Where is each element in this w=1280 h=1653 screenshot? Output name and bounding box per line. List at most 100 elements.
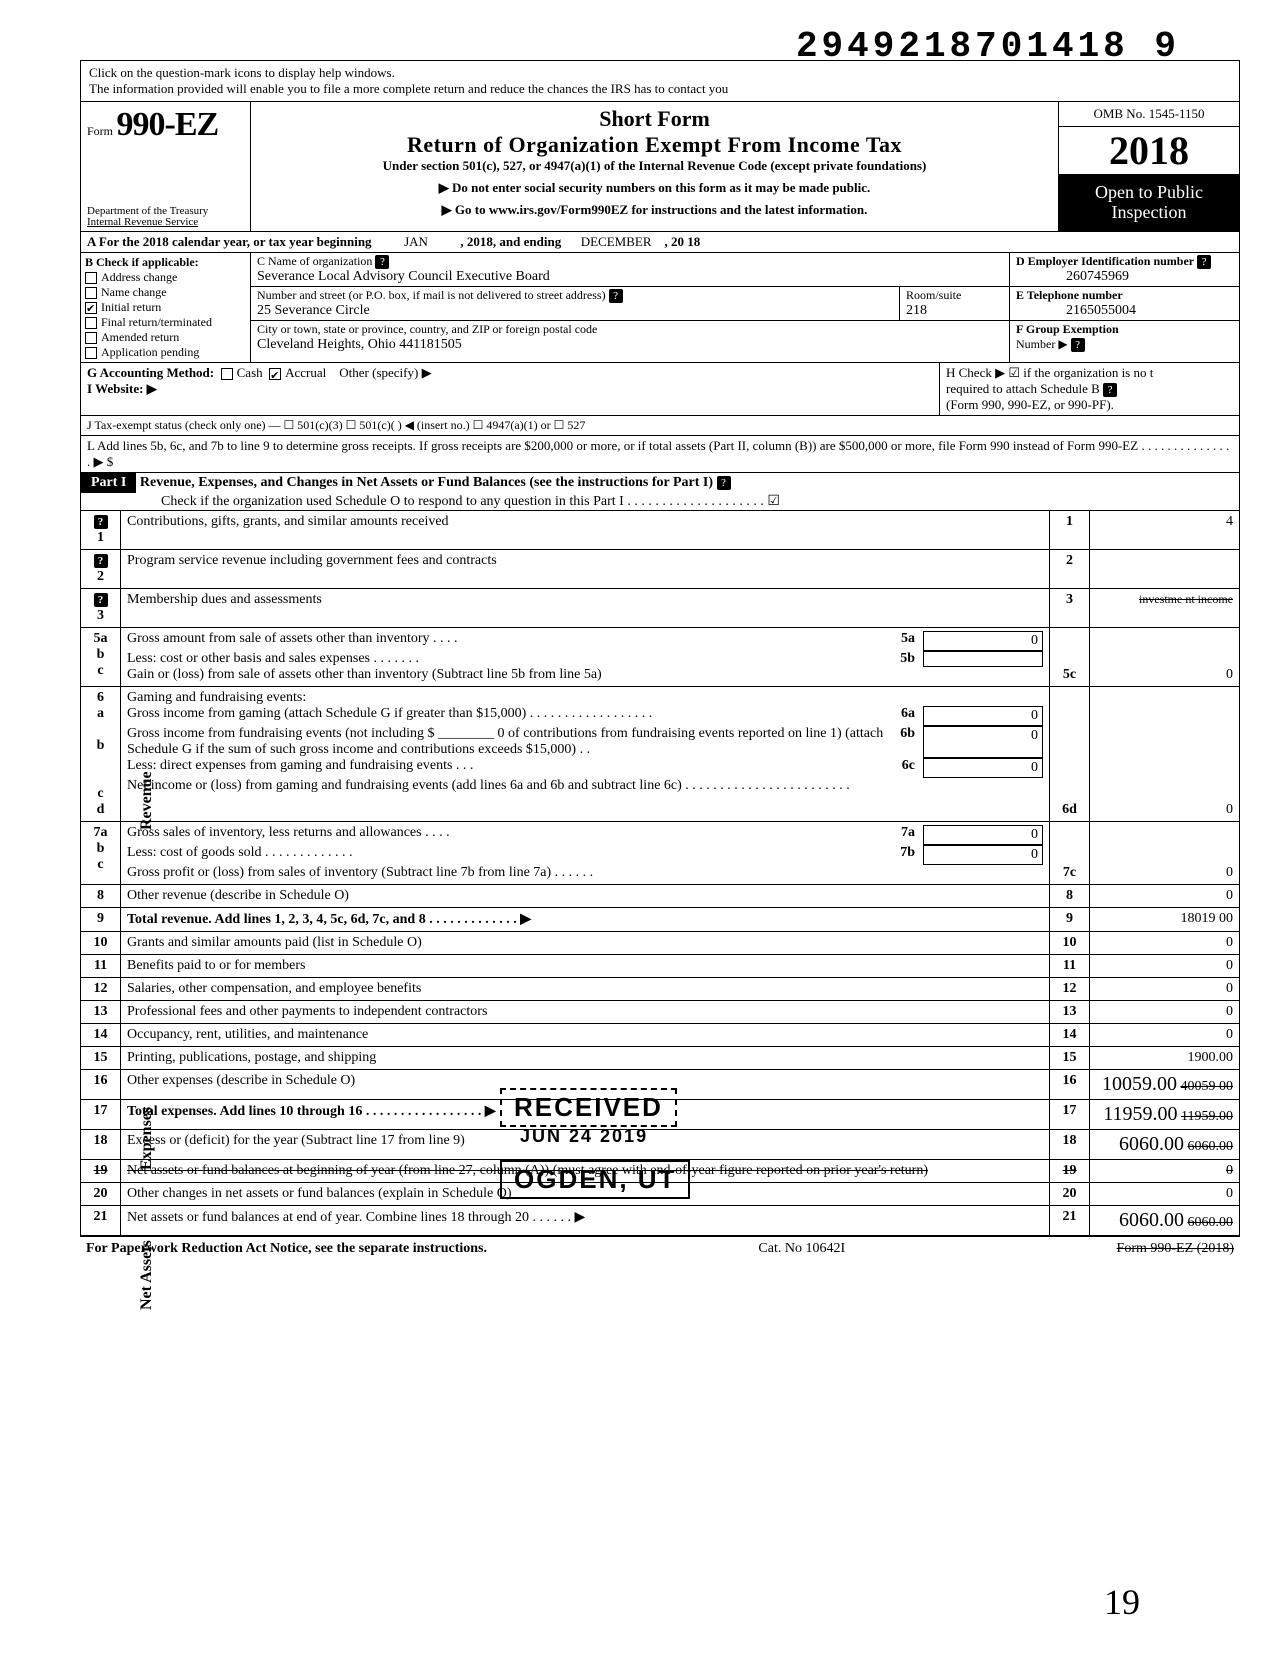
- org-name: Severance Local Advisory Council Executi…: [257, 269, 550, 284]
- line10-amt: 0: [1090, 931, 1240, 954]
- line20-amt: 0: [1090, 1182, 1240, 1205]
- footer-mid: Cat. No 10642I: [758, 1241, 845, 1257]
- line7b-amt: 0: [923, 845, 1043, 865]
- cb-final-return[interactable]: [85, 317, 97, 329]
- line6a-amt: 0: [923, 706, 1043, 726]
- hcheck-line1: H Check ▶ ☑ if the organization is no: [946, 365, 1146, 380]
- help-icon[interactable]: ?: [94, 515, 108, 529]
- line12-amt: 0: [1090, 977, 1240, 1000]
- check-if-column: B Check if applicable: Address change Na…: [81, 253, 251, 362]
- form-title: Return of Organization Exempt From Incom…: [261, 132, 1048, 158]
- line6c-amt: 0: [923, 758, 1043, 778]
- form-number: 990-EZ: [117, 106, 219, 143]
- website-label: I Website: ▶: [87, 381, 157, 396]
- cb-label-0: Address change: [101, 270, 177, 284]
- line12-key: 12: [1050, 977, 1090, 1000]
- acct-label: G Accounting Method:: [87, 365, 214, 380]
- hcheck-line2: required to attach Schedule B: [946, 381, 1100, 396]
- j-tax-status: J Tax-exempt status (check only one) — ☐…: [87, 418, 585, 432]
- omb-number: OMB No. 1545-1150: [1059, 102, 1239, 127]
- room: 218: [906, 303, 927, 318]
- line16-key: 16: [1050, 1069, 1090, 1099]
- dept-irs: Internal Revenue Service: [87, 217, 208, 229]
- line7-block: Gross sales of inventory, less returns a…: [121, 821, 1050, 884]
- tel-label: E Telephone number: [1016, 288, 1123, 302]
- line2-text: Program service revenue including govern…: [121, 549, 1050, 588]
- line2-amt: [1090, 549, 1240, 588]
- check-if-label: B Check if applicable:: [85, 255, 246, 270]
- line5a-text: Gross amount from sale of assets other t…: [127, 631, 901, 651]
- line21-key: 21: [1050, 1205, 1090, 1235]
- cal-endyr: , 20 18: [665, 234, 701, 249]
- part1-label: Part I: [81, 473, 136, 493]
- line17-key: 17: [1050, 1099, 1090, 1129]
- help-line2: The information provided will enable you…: [89, 81, 1231, 97]
- line5b-text: Less: cost or other basis and sales expe…: [127, 651, 900, 667]
- revenue-side-label: Revenue: [138, 771, 156, 830]
- help-icon[interactable]: ?: [375, 255, 389, 269]
- cb-accrual[interactable]: [269, 368, 281, 380]
- line6c-text: Less: direct expenses from gaming and fu…: [127, 758, 902, 778]
- received-stamp: RECEIVED: [500, 1088, 677, 1127]
- help-icon[interactable]: ?: [717, 476, 731, 490]
- help-icon[interactable]: ?: [94, 554, 108, 568]
- line1-text: Contributions, gifts, grants, and simila…: [121, 511, 1050, 550]
- acct-accrual: Accrual: [285, 365, 326, 380]
- cb-initial-return[interactable]: [85, 302, 97, 314]
- city: Cleveland Heights, Ohio 441181505: [257, 337, 462, 352]
- cb-app-pending[interactable]: [85, 347, 97, 359]
- help-icon[interactable]: ?: [1103, 383, 1117, 397]
- line5-block: Gross amount from sale of assets other t…: [121, 627, 1050, 686]
- line9-text: Total revenue. Add lines 1, 2, 3, 4, 5c,…: [121, 907, 1050, 931]
- line19-amt: 0: [1090, 1159, 1240, 1182]
- line18-amt: 6060.00 6060.00: [1090, 1129, 1240, 1159]
- line13-text: Professional fees and other payments to …: [121, 1000, 1050, 1023]
- cal-mid: , 2018, and ending: [460, 234, 561, 249]
- open-public-badge: Open to Public Inspection: [1059, 175, 1239, 231]
- grpex-label2: Number ▶: [1016, 337, 1068, 351]
- tel-value: 2165055004: [1016, 303, 1136, 318]
- room-label: Room/suite: [906, 288, 961, 302]
- line6d-amt: 0: [1090, 686, 1240, 821]
- line7a-text: Gross sales of inventory, less returns a…: [127, 825, 901, 845]
- received-date: JUN 24 2019: [520, 1126, 648, 1147]
- help-icon[interactable]: ?: [609, 289, 623, 303]
- cb-address-change[interactable]: [85, 272, 97, 284]
- line15-key: 15: [1050, 1046, 1090, 1069]
- netassets-side-label: Net Assets: [138, 1240, 156, 1310]
- ssn-notice: ▶ Do not enter social security numbers o…: [261, 180, 1048, 196]
- cb-name-change[interactable]: [85, 287, 97, 299]
- line7c-key: 7c: [1050, 821, 1090, 884]
- cb-cash[interactable]: [221, 368, 233, 380]
- tax-year: 2018: [1059, 127, 1239, 175]
- help-icon[interactable]: ?: [94, 593, 108, 607]
- line6-text: Gaming and fundraising events:: [127, 690, 1043, 706]
- document-number: 2949218701418 9: [796, 26, 1180, 67]
- city-label: City or town, state or province, country…: [257, 322, 597, 336]
- line11-amt: 0: [1090, 954, 1240, 977]
- help-icon[interactable]: ?: [1071, 338, 1085, 352]
- line7b-key: 7b: [900, 845, 915, 865]
- line6c-key: 6c: [902, 758, 915, 778]
- line5a-amt: 0: [923, 631, 1043, 651]
- acct-other: Other (specify) ▶: [339, 365, 431, 380]
- short-form-label: Short Form: [261, 106, 1048, 132]
- line16-amt: 10059.00 40059 00: [1090, 1069, 1240, 1099]
- line14-key: 14: [1050, 1023, 1090, 1046]
- line6b-amt: 0: [923, 726, 1043, 758]
- l-line: L Add lines 5b, 6c, and 7b to line 9 to …: [81, 436, 1239, 472]
- line12-text: Salaries, other compensation, and employ…: [121, 977, 1050, 1000]
- cb-label-3: Final return/terminated: [101, 315, 212, 329]
- line2-key: 2: [1050, 549, 1090, 588]
- line7c-text: Gross profit or (loss) from sales of inv…: [127, 865, 1043, 881]
- goto-link: ▶ Go to www.irs.gov/Form990EZ for instru…: [261, 202, 1048, 218]
- ein-label: D Employer Identification number: [1016, 254, 1194, 268]
- cb-amended[interactable]: [85, 332, 97, 344]
- line9-key: 9: [1050, 907, 1090, 931]
- line15-amt: 1900.00: [1090, 1046, 1240, 1069]
- line7b-text: Less: cost of goods sold . . . . . . . .…: [127, 845, 900, 865]
- help-icon[interactable]: ?: [1197, 255, 1211, 269]
- line6b-key: 6b: [900, 726, 915, 758]
- expenses-side-label: Expenses: [138, 1107, 156, 1170]
- page-footer: For Paperwork Reduction Act Notice, see …: [80, 1236, 1240, 1261]
